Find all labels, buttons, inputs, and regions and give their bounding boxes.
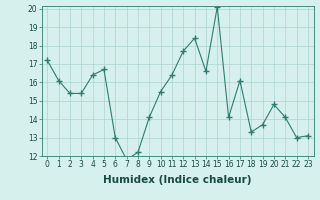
X-axis label: Humidex (Indice chaleur): Humidex (Indice chaleur) xyxy=(103,175,252,185)
